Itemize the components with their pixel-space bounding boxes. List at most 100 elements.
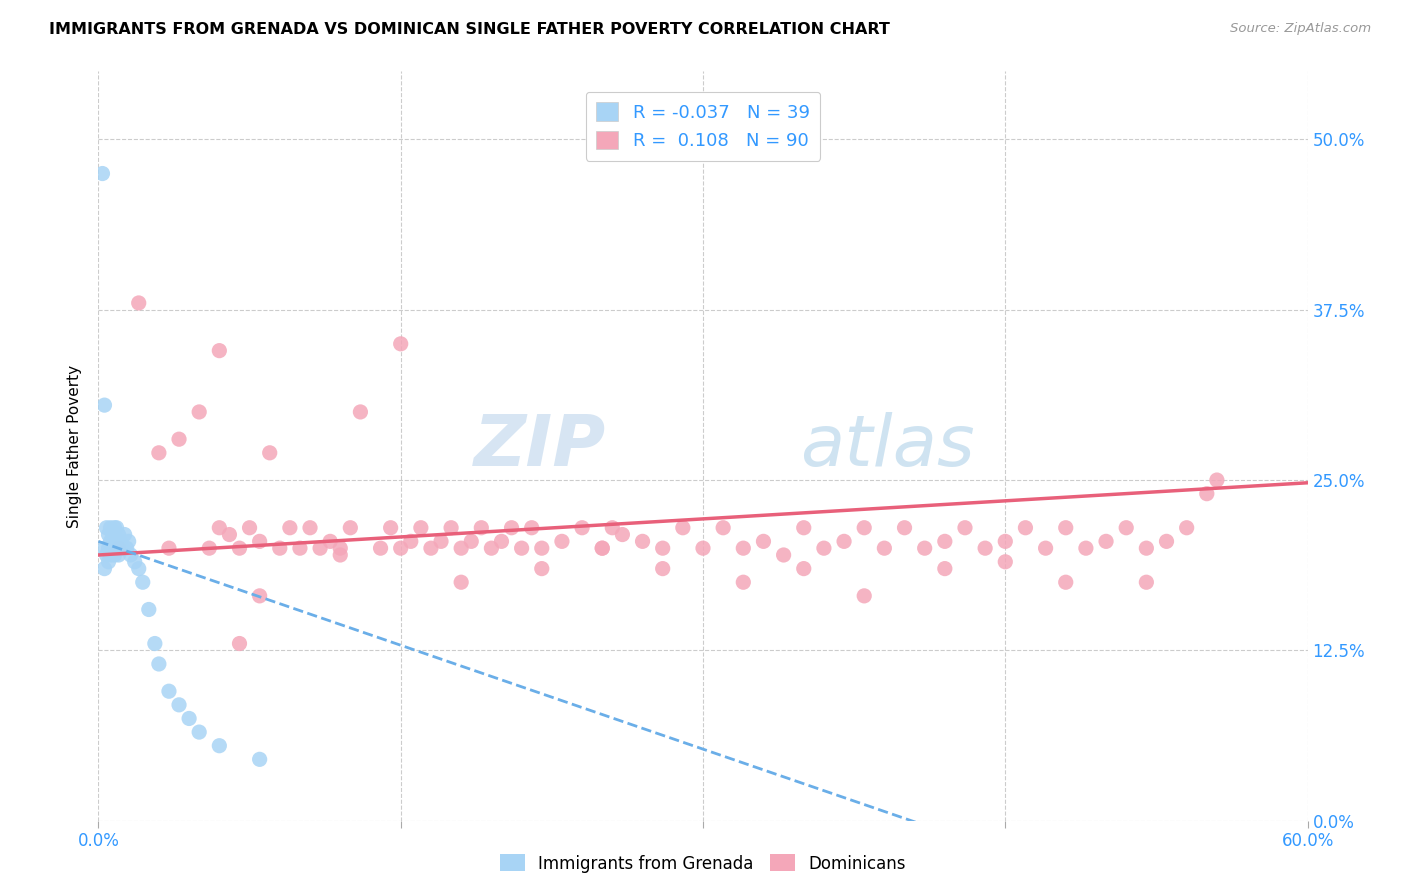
Point: [551, 534, 574, 549]
Point: [111, 541, 134, 556]
Point: [1135, 575, 1157, 590]
Point: [440, 521, 463, 535]
Point: [188, 725, 211, 739]
Point: [107, 541, 129, 556]
Point: [481, 541, 503, 556]
Point: [228, 636, 250, 650]
Point: [460, 534, 482, 549]
Point: [1175, 521, 1198, 535]
Point: [470, 521, 492, 535]
Point: [1095, 534, 1118, 549]
Point: [114, 527, 136, 541]
Point: [1054, 575, 1077, 590]
Point: [602, 521, 624, 535]
Y-axis label: Single Father Poverty: Single Father Poverty: [67, 365, 83, 527]
Point: [389, 541, 412, 556]
Point: [612, 527, 634, 541]
Point: [853, 589, 876, 603]
Point: [100, 521, 122, 535]
Point: [105, 541, 128, 556]
Point: [1206, 473, 1229, 487]
Point: [893, 521, 915, 535]
Point: [1074, 541, 1097, 556]
Point: [389, 336, 412, 351]
Point: [711, 521, 734, 535]
Point: [103, 548, 125, 562]
Text: atlas: atlas: [800, 411, 974, 481]
Point: [339, 521, 361, 535]
Point: [107, 527, 129, 541]
Point: [157, 541, 180, 556]
Point: [148, 446, 170, 460]
Point: [501, 521, 523, 535]
Point: [733, 575, 755, 590]
Point: [1035, 541, 1057, 556]
Point: [208, 343, 231, 358]
Point: [994, 534, 1017, 549]
Point: [167, 698, 190, 712]
Point: [288, 541, 311, 556]
Point: [96, 548, 118, 562]
Point: [143, 636, 166, 650]
Point: [167, 432, 190, 446]
Point: [491, 534, 513, 549]
Point: [105, 521, 128, 535]
Point: [97, 527, 120, 541]
Point: [591, 541, 613, 556]
Legend: R = -0.037   N = 39, R =  0.108   N = 90: R = -0.037 N = 39, R = 0.108 N = 90: [586, 92, 820, 161]
Point: [179, 711, 201, 725]
Point: [97, 555, 120, 569]
Point: [934, 561, 956, 575]
Point: [1195, 486, 1218, 500]
Point: [349, 405, 371, 419]
Point: [101, 527, 124, 541]
Point: [198, 541, 221, 556]
Point: [107, 548, 129, 562]
Point: [97, 541, 120, 556]
Point: [309, 541, 332, 556]
Point: [651, 561, 673, 575]
Point: [208, 739, 231, 753]
Point: [591, 541, 613, 556]
Point: [380, 521, 402, 535]
Point: [752, 534, 775, 549]
Point: [239, 521, 262, 535]
Text: IMMIGRANTS FROM GRENADA VS DOMINICAN SINGLE FATHER POVERTY CORRELATION CHART: IMMIGRANTS FROM GRENADA VS DOMINICAN SIN…: [49, 22, 890, 37]
Point: [520, 521, 543, 535]
Point: [93, 561, 115, 575]
Text: Source: ZipAtlas.com: Source: ZipAtlas.com: [1230, 22, 1371, 36]
Point: [692, 541, 714, 556]
Point: [128, 561, 150, 575]
Point: [994, 555, 1017, 569]
Point: [319, 534, 342, 549]
Point: [228, 541, 250, 556]
Point: [1135, 541, 1157, 556]
Point: [450, 575, 472, 590]
Point: [733, 541, 755, 556]
Point: [259, 446, 281, 460]
Point: [329, 541, 352, 556]
Point: [124, 555, 146, 569]
Point: [103, 534, 125, 549]
Point: [249, 589, 271, 603]
Point: [420, 541, 443, 556]
Point: [278, 521, 301, 535]
Point: [103, 521, 125, 535]
Point: [93, 398, 115, 412]
Point: [370, 541, 392, 556]
Point: [188, 405, 211, 419]
Point: [1115, 521, 1137, 535]
Point: [110, 534, 132, 549]
Point: [873, 541, 896, 556]
Point: [101, 541, 124, 556]
Point: [953, 521, 976, 535]
Point: [974, 541, 997, 556]
Point: [430, 534, 453, 549]
Legend: Immigrants from Grenada, Dominicans: Immigrants from Grenada, Dominicans: [494, 847, 912, 880]
Point: [269, 541, 291, 556]
Point: [510, 541, 533, 556]
Point: [299, 521, 322, 535]
Point: [409, 521, 432, 535]
Point: [914, 541, 936, 556]
Point: [1014, 521, 1036, 535]
